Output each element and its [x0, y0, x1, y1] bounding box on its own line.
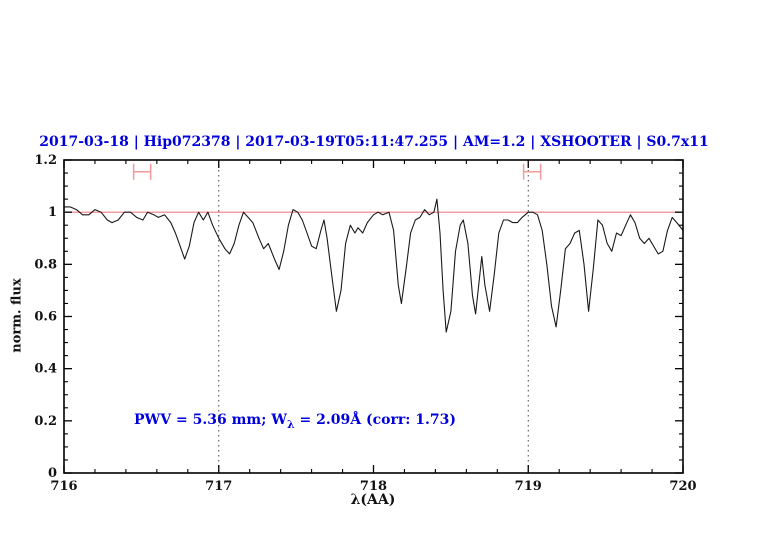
- y-tick-label: 1: [48, 205, 57, 220]
- y-tick-label: 0: [48, 466, 57, 481]
- pwv-annotation-prefix: PWV = 5.36 mm; W: [134, 412, 287, 428]
- plot-title: 2017-03-18 | Hip072378 | 2017-03-19T05:1…: [39, 134, 709, 150]
- y-tick-label: 1.2: [34, 153, 57, 168]
- y-tick-label: 0.6: [34, 310, 57, 325]
- y-tick-label: 0.2: [34, 414, 57, 429]
- x-tick-label: 717: [205, 479, 232, 494]
- y-tick-label: 0.8: [34, 257, 57, 272]
- x-axis-label: λ(AA): [350, 492, 396, 508]
- x-tick-label: 718: [360, 479, 387, 494]
- pwv-annotation: PWV = 5.36 mm; Wλ = 2.09Å (corr: 1.73): [134, 412, 456, 431]
- x-tick-label: 720: [669, 479, 696, 494]
- x-tick-label: 716: [50, 479, 77, 494]
- spectrum-line: [63, 198, 684, 333]
- pwv-annotation-lambda-subscript: λ: [286, 417, 295, 431]
- y-tick-label: 0.4: [34, 362, 57, 377]
- plot-frame: [63, 159, 684, 474]
- x-tick-label: 719: [515, 479, 542, 494]
- pwv-annotation-suffix: = 2.09Å (corr: 1.73): [294, 412, 457, 428]
